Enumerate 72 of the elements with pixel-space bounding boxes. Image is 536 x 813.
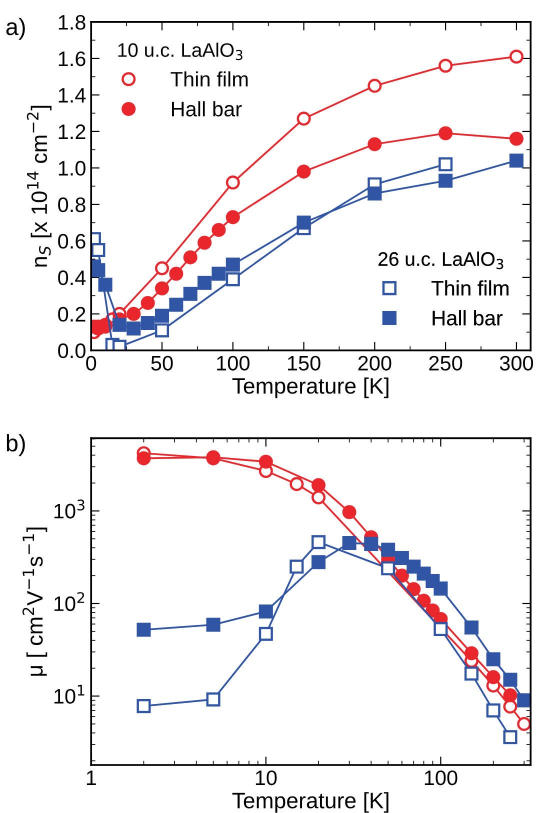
legend-label: Hall bar (172, 101, 242, 116)
point (226, 210, 240, 224)
point (140, 316, 155, 330)
x-tick-label: 300 (500, 356, 534, 371)
y-tick-label: 0.6 (58, 234, 86, 249)
point (169, 266, 184, 281)
y-tick-label: 1.6 (58, 51, 86, 66)
y-tick-label: 10$^{2}$ (54, 592, 84, 612)
point (198, 276, 212, 290)
point (226, 176, 240, 190)
point (438, 174, 453, 188)
point (368, 137, 382, 152)
y-tick-label: 1.8 (58, 14, 86, 30)
annotation: 26 u.c. LaAlO$_{3}$ (378, 252, 504, 270)
x-tick-label: 100 (424, 770, 458, 786)
annotation: 10 u.c. LaAlO$_{3}$ (118, 42, 242, 60)
y-axis-title: n$_{S}$ [x 10$^{14}$ cm$^{−2}$] (26, 106, 52, 267)
point (183, 286, 198, 301)
point (296, 164, 311, 179)
x-tick-label: 1 (86, 770, 96, 785)
text: b) (6, 434, 25, 456)
y-tick-label: 1.0 (58, 160, 86, 176)
point (368, 186, 382, 200)
point (169, 298, 184, 312)
x-axis-title: Temperature [K] (232, 377, 388, 398)
point (126, 321, 141, 336)
point (226, 272, 240, 286)
y-tick-label: 10$^{1}$ (54, 684, 84, 704)
point (154, 281, 170, 296)
point (126, 306, 141, 321)
x-axis-title: Temperature [K] (232, 792, 388, 813)
x-tick-label: 0 (86, 356, 96, 371)
point (154, 261, 170, 276)
x-tick-label: 250 (429, 356, 462, 371)
x-tick-label: 150 (288, 356, 320, 371)
point (296, 112, 311, 126)
y-tick-label: 0.8 (58, 197, 86, 212)
y-tick-label: 0.4 (58, 270, 86, 286)
point (226, 258, 240, 272)
y-tick-label: 0.2 (58, 306, 86, 322)
point (154, 308, 170, 323)
point (438, 58, 453, 73)
x-tick-label: 10 (256, 770, 277, 786)
point (212, 222, 226, 237)
point (212, 266, 226, 281)
legend-label: Thin film (432, 280, 508, 296)
legend-label: Thin film (170, 71, 248, 86)
point (509, 50, 524, 64)
point (198, 236, 212, 250)
point (509, 154, 524, 168)
point (296, 216, 311, 230)
x-tick-label: 100 (217, 356, 250, 371)
point (183, 250, 198, 264)
legend-label: Hall bar (432, 310, 503, 326)
point (98, 278, 112, 292)
point (368, 78, 382, 93)
point (91, 243, 106, 258)
point (91, 263, 106, 278)
y-axis-title: μ [ cm$^{2}$V$^{−1}$s$^{−1}$] (22, 528, 48, 676)
x-tick-label: 200 (358, 356, 392, 371)
point (438, 157, 453, 172)
point (509, 132, 524, 146)
y-tick-label: 1.4 (58, 88, 86, 102)
text: a) (6, 18, 25, 40)
y-tick-label: 1.2 (58, 124, 86, 139)
y-tick-label: 10$^{3}$ (54, 500, 84, 519)
point (112, 318, 126, 332)
point (154, 323, 170, 338)
point (438, 126, 453, 140)
x-tick-label: 50 (151, 356, 173, 371)
point (140, 296, 155, 310)
y-tick-label: 0.0 (58, 343, 86, 358)
